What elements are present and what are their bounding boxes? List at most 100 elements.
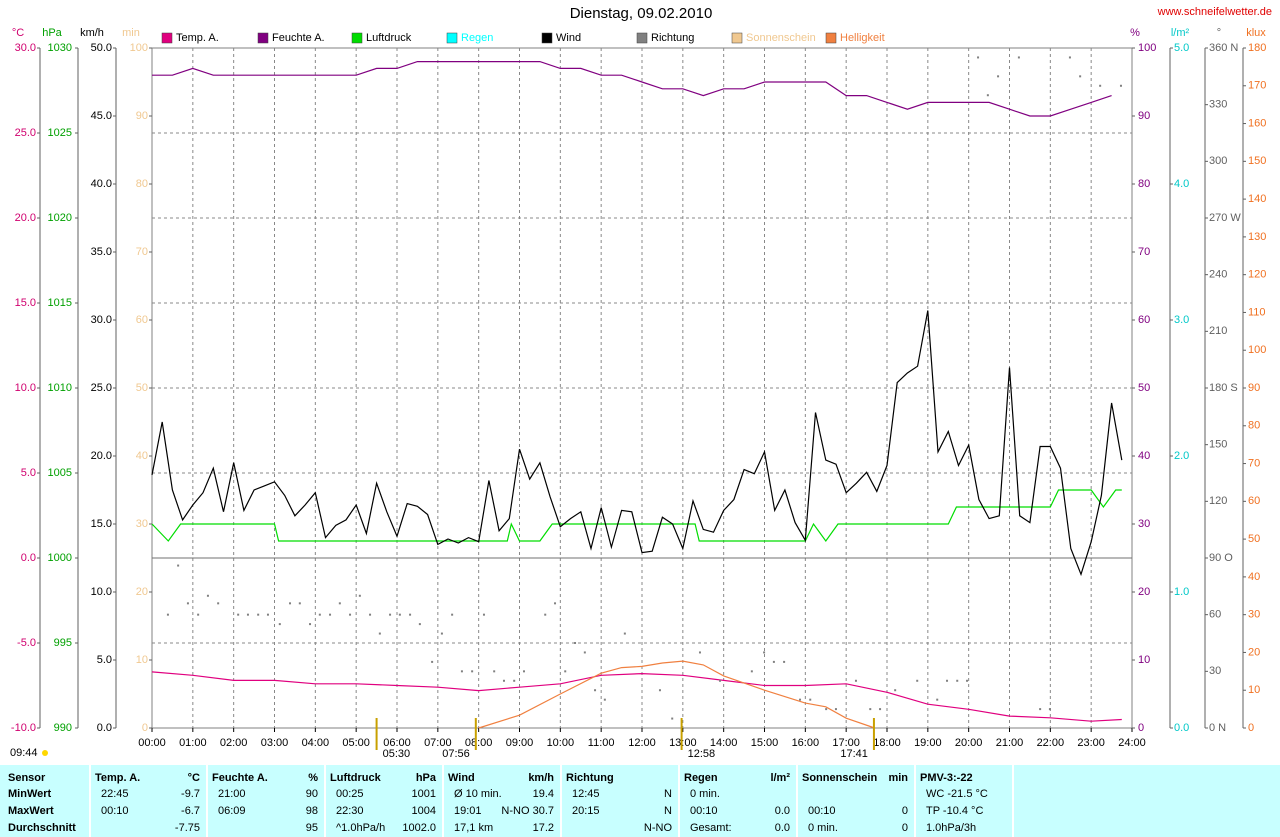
direction-dot: [772, 660, 775, 663]
direction-dot: [594, 689, 597, 692]
y-tick-label: 0 N: [1209, 722, 1226, 734]
legend-swatch: [636, 32, 648, 44]
direction-dot: [460, 670, 463, 673]
table-cell: WC -21.5 °C: [926, 788, 988, 800]
legend-label: Feuchte A.: [272, 32, 325, 44]
y-tick-label: 50: [1138, 382, 1150, 394]
y-tick-label: 80: [136, 178, 148, 190]
direction-dot: [166, 613, 169, 616]
y-tick-label: 70: [1138, 246, 1150, 258]
table-header: Sensor: [8, 772, 46, 784]
x-tick-label: 08:00: [465, 737, 493, 749]
y-tick-label: 100: [1138, 42, 1156, 54]
x-tick-label: 24:00: [1118, 737, 1146, 749]
x-tick-label: 09:00: [506, 737, 534, 749]
y-tick-label: 20.0: [15, 212, 36, 224]
table-cell: TP -10.4 °C: [926, 805, 983, 817]
table-header: Luftdruck: [330, 772, 382, 784]
time-marker-label: 12:58: [688, 748, 716, 760]
x-tick-label: 04:00: [302, 737, 330, 749]
y-tick-label: 0: [1138, 722, 1144, 734]
table-separator: [89, 765, 91, 837]
y-tick-label: 30: [1209, 665, 1221, 677]
y-tick-label: 270 W: [1209, 212, 1241, 224]
direction-dot: [879, 708, 882, 711]
y-tick-label: 40.0: [91, 178, 112, 190]
y-tick-label: 150: [1209, 439, 1227, 451]
y-tick-label: 1010: [48, 382, 72, 394]
y-tick-label: 0: [1248, 722, 1254, 734]
legend-swatch: [257, 32, 269, 44]
y-tick-label: 5.0: [1174, 42, 1189, 54]
x-tick-label: 20:00: [955, 737, 983, 749]
legend-swatch: [825, 32, 837, 44]
y-tick-label: 100: [1248, 344, 1266, 356]
direction-dot: [671, 717, 674, 720]
legend-swatch: [351, 32, 363, 44]
table-cell: 22:45: [101, 788, 129, 800]
direction-dot: [237, 613, 240, 616]
direction-dot: [217, 602, 220, 605]
table-cell: 0: [902, 822, 908, 834]
table-cell: 1.0hPa/3h: [926, 822, 976, 834]
direction-dot: [894, 689, 897, 692]
y-tick-label: 35.0: [91, 246, 112, 258]
y-tick-label: 10: [136, 654, 148, 666]
y-tick-label: 360 N: [1209, 42, 1238, 54]
table-separator: [324, 765, 326, 837]
table-cell: 19.4: [533, 788, 554, 800]
y-tick-label: 25.0: [15, 127, 36, 139]
table-separator: [678, 765, 680, 837]
y-tick-label: 40: [136, 450, 148, 462]
axis-unit: °C: [12, 27, 24, 39]
direction-dot: [278, 623, 281, 626]
y-tick-label: 40: [1248, 571, 1260, 583]
direction-dot: [197, 613, 200, 616]
table-separator: [1012, 765, 1014, 837]
table-unit: °C: [188, 772, 200, 784]
y-tick-label: 20: [136, 586, 148, 598]
x-tick-label: 17:00: [832, 737, 860, 749]
direction-dot: [997, 75, 1000, 78]
table-cell: 21:00: [218, 788, 246, 800]
direction-dot: [966, 679, 969, 682]
direction-dot: [451, 613, 454, 616]
table-separator: [206, 765, 208, 837]
x-tick-label: 12:00: [628, 737, 656, 749]
table-cell: 1001: [412, 788, 436, 800]
table-cell: 0 min.: [808, 822, 838, 834]
table-cell: N: [664, 805, 672, 817]
direction-dot: [623, 632, 626, 635]
table-cell: 90: [306, 788, 318, 800]
y-tick-label: 160: [1248, 117, 1266, 129]
y-tick-label: 330: [1209, 99, 1227, 111]
direction-dot: [718, 679, 721, 682]
table-separator: [914, 765, 916, 837]
axis-unit: min: [122, 27, 140, 39]
legend-label: Temp. A.: [176, 32, 219, 44]
x-tick-label: 01:00: [179, 737, 207, 749]
table-header: Richtung: [566, 772, 614, 784]
direction-dot: [916, 679, 919, 682]
direction-dot: [289, 602, 292, 605]
y-tick-label: 80: [1248, 420, 1260, 432]
direction-dot: [338, 602, 341, 605]
y-tick-label: 100: [130, 42, 148, 54]
table-cell: 00:10: [808, 805, 836, 817]
x-tick-label: 13:00: [669, 737, 697, 749]
y-tick-label: 210: [1209, 325, 1227, 337]
y-tick-label: 5.0: [21, 467, 36, 479]
table-cell: 0.0: [775, 805, 790, 817]
direction-dot: [369, 613, 372, 616]
direction-dot: [389, 613, 392, 616]
direction-dot: [1048, 708, 1051, 711]
y-tick-label: 30.0: [15, 42, 36, 54]
table-cell: 0 min.: [690, 788, 720, 800]
direction-dot: [206, 594, 209, 597]
direction-dot: [266, 613, 269, 616]
legend-label: Sonnenschein: [746, 32, 816, 44]
time-marker-label: 17:41: [840, 748, 868, 760]
legend-label: Regen: [461, 32, 493, 44]
table-cell: 1004: [412, 805, 436, 817]
x-tick-label: 18:00: [873, 737, 901, 749]
